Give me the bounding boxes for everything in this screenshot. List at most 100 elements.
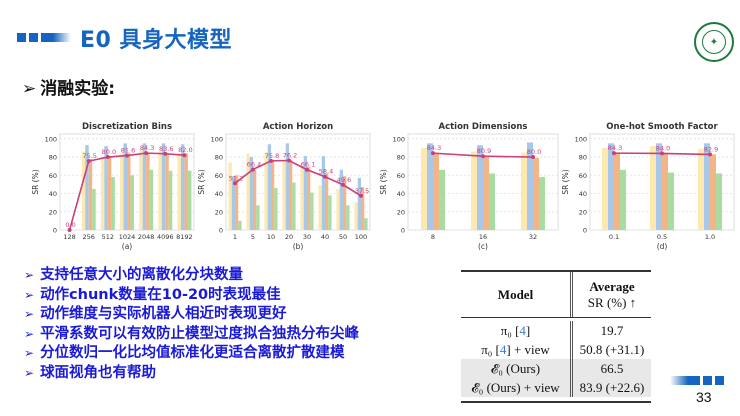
svg-text:84.3: 84.3 (140, 144, 154, 152)
svg-text:50: 50 (339, 233, 347, 241)
svg-text:81.6: 81.6 (121, 147, 135, 155)
finding-item: ➢ 动作维度与实际机器人相近时表现更好 (24, 306, 287, 323)
svg-text:SR (%): SR (%) (561, 169, 570, 194)
table-header: Model Average SR (%) ↑ (461, 272, 651, 318)
svg-text:512: 512 (102, 233, 114, 241)
svg-text:0: 0 (401, 227, 405, 235)
svg-text:100: 100 (355, 233, 367, 241)
svg-text:80.0: 80.0 (102, 148, 116, 156)
svg-text:0.5: 0.5 (657, 233, 667, 241)
svg-text:(a): (a) (122, 242, 133, 251)
svg-text:60: 60 (579, 172, 587, 180)
svg-text:20: 20 (285, 233, 293, 241)
svg-text:8: 8 (431, 233, 435, 241)
findings-list: ➢ 支持任意大小的离散化分块数量 ➢ 动作chunk数量在10-20时表现最佳 ➢ 动… (24, 266, 359, 384)
svg-text:100: 100 (211, 135, 223, 143)
svg-text:58.4: 58.4 (319, 168, 333, 176)
svg-text:49.6: 49.6 (337, 176, 351, 184)
section-heading-text: 消融实验: (40, 79, 116, 99)
svg-text:60: 60 (215, 172, 223, 180)
svg-text:One-hot Smooth Factor: One-hot Smooth Factor (606, 122, 718, 132)
chart-action-dimensions: Action Dimensions 0 20 40 60 80 100 SR (%) 8 16 32… (378, 118, 564, 264)
university-logo: ✦ (694, 22, 734, 62)
svg-text:1024: 1024 (119, 233, 136, 241)
svg-text:80: 80 (579, 154, 587, 162)
svg-text:80: 80 (49, 154, 57, 162)
svg-text:0: 0 (219, 227, 223, 235)
svg-text:60: 60 (49, 172, 57, 180)
svg-text:10: 10 (267, 233, 275, 241)
finding-item: ➢ 支持任意大小的离散化分块数量 (24, 267, 244, 283)
svg-text:8192: 8192 (176, 233, 193, 241)
svg-text:40: 40 (579, 190, 587, 198)
header-model: Model (461, 272, 573, 317)
arrow-bullet-icon: ➢ (24, 346, 35, 361)
svg-text:Discretization Bins: Discretization Bins (82, 122, 172, 132)
svg-text:51.2: 51.2 (229, 174, 243, 182)
svg-text:0: 0 (583, 227, 587, 235)
arrow-bullet-icon: ➢ (24, 307, 35, 322)
header-metric: Average SR (%) ↑ (587, 278, 637, 310)
svg-text:82.0: 82.0 (178, 146, 192, 154)
svg-text:SR (%): SR (%) (379, 169, 388, 194)
svg-text:32: 32 (529, 233, 537, 241)
svg-text:80: 80 (215, 154, 223, 162)
svg-text:66.1: 66.1 (301, 161, 315, 169)
arrow-bullet-icon: ➢ (24, 287, 35, 302)
arrow-bullet-icon: ➢ (24, 365, 35, 380)
svg-text:16: 16 (479, 233, 487, 241)
svg-text:100: 100 (45, 135, 57, 143)
table-row: π₀ [4] + view 50.8 (+31.1) (461, 340, 651, 359)
svg-text:80: 80 (397, 154, 405, 162)
svg-text:40: 40 (321, 233, 329, 241)
svg-text:5: 5 (251, 233, 255, 241)
chart-one-hot-smooth-factor: One-hot Smooth Factor 0 20 40 60 80 100 SR (%) 0… (560, 118, 740, 264)
svg-text:40: 40 (397, 190, 405, 198)
svg-text:100: 100 (575, 135, 587, 143)
svg-text:80.0: 80.0 (527, 148, 541, 156)
svg-text:80.9: 80.9 (477, 147, 491, 155)
citation-link[interactable]: 4 (499, 342, 507, 357)
citation-link[interactable]: 4 (519, 323, 526, 338)
arrow-bullet-icon: ➢ (22, 79, 37, 99)
svg-text:100: 100 (393, 135, 405, 143)
finding-item: ➢ 平滑系数可以有效防止模型过度拟合独热分布尖峰 (24, 325, 360, 342)
svg-text:40: 40 (215, 190, 223, 198)
svg-text:0: 0 (53, 227, 57, 235)
svg-text:30: 30 (303, 233, 311, 241)
svg-text:84.3: 84.3 (608, 144, 622, 152)
svg-text:SR (%): SR (%) (197, 169, 206, 194)
svg-text:20: 20 (397, 208, 405, 216)
svg-text:Action Dimensions: Action Dimensions (438, 122, 527, 132)
section-heading: ➢ 消融实验: (22, 74, 115, 99)
svg-text:(d): (d) (657, 242, 668, 251)
svg-text:20: 20 (215, 208, 223, 216)
svg-text:(b): (b) (293, 242, 304, 251)
svg-text:1.0: 1.0 (705, 233, 715, 241)
svg-text:1: 1 (233, 233, 237, 241)
arrow-bullet-icon: ➢ (24, 268, 35, 282)
svg-text:SR (%): SR (%) (31, 169, 40, 194)
chart-action-horizon: Action Horizon 0 20 40 60 80 100 SR (%) 1 5 10 20 30… (196, 118, 376, 264)
footer-decoration (670, 376, 724, 385)
chart-discretization-bins: Discretization Bins 0 20 40 60 80 100 SR (%) 128… (30, 118, 200, 264)
svg-text:75.8: 75.8 (265, 152, 279, 160)
page-number: 33 (696, 389, 712, 405)
finding-item: ➢ 动作chunk数量在10-20时表现最佳 (24, 286, 281, 303)
svg-text:37.5: 37.5 (355, 187, 369, 195)
svg-text:84.3: 84.3 (427, 144, 441, 152)
svg-text:4096: 4096 (157, 233, 174, 241)
svg-text:83.6: 83.6 (159, 145, 173, 153)
finding-item: ➢ 分位数归一化比均值标准化更适合离散扩散建模 (24, 345, 345, 362)
svg-text:66.4: 66.4 (247, 160, 261, 168)
results-table: Model Average SR (%) ↑ π₀ [4] 19.7 π₀ [4… (461, 270, 651, 403)
svg-text:Action Horizon: Action Horizon (263, 122, 333, 132)
svg-text:0.0: 0.0 (65, 221, 75, 229)
svg-text:20: 20 (49, 208, 57, 216)
svg-text:(c): (c) (478, 242, 488, 251)
svg-text:60: 60 (397, 172, 405, 180)
arrow-bullet-icon: ➢ (24, 326, 35, 341)
svg-text:0.1: 0.1 (609, 233, 619, 241)
svg-text:256: 256 (83, 233, 95, 241)
svg-text:84.0: 84.0 (656, 144, 670, 152)
